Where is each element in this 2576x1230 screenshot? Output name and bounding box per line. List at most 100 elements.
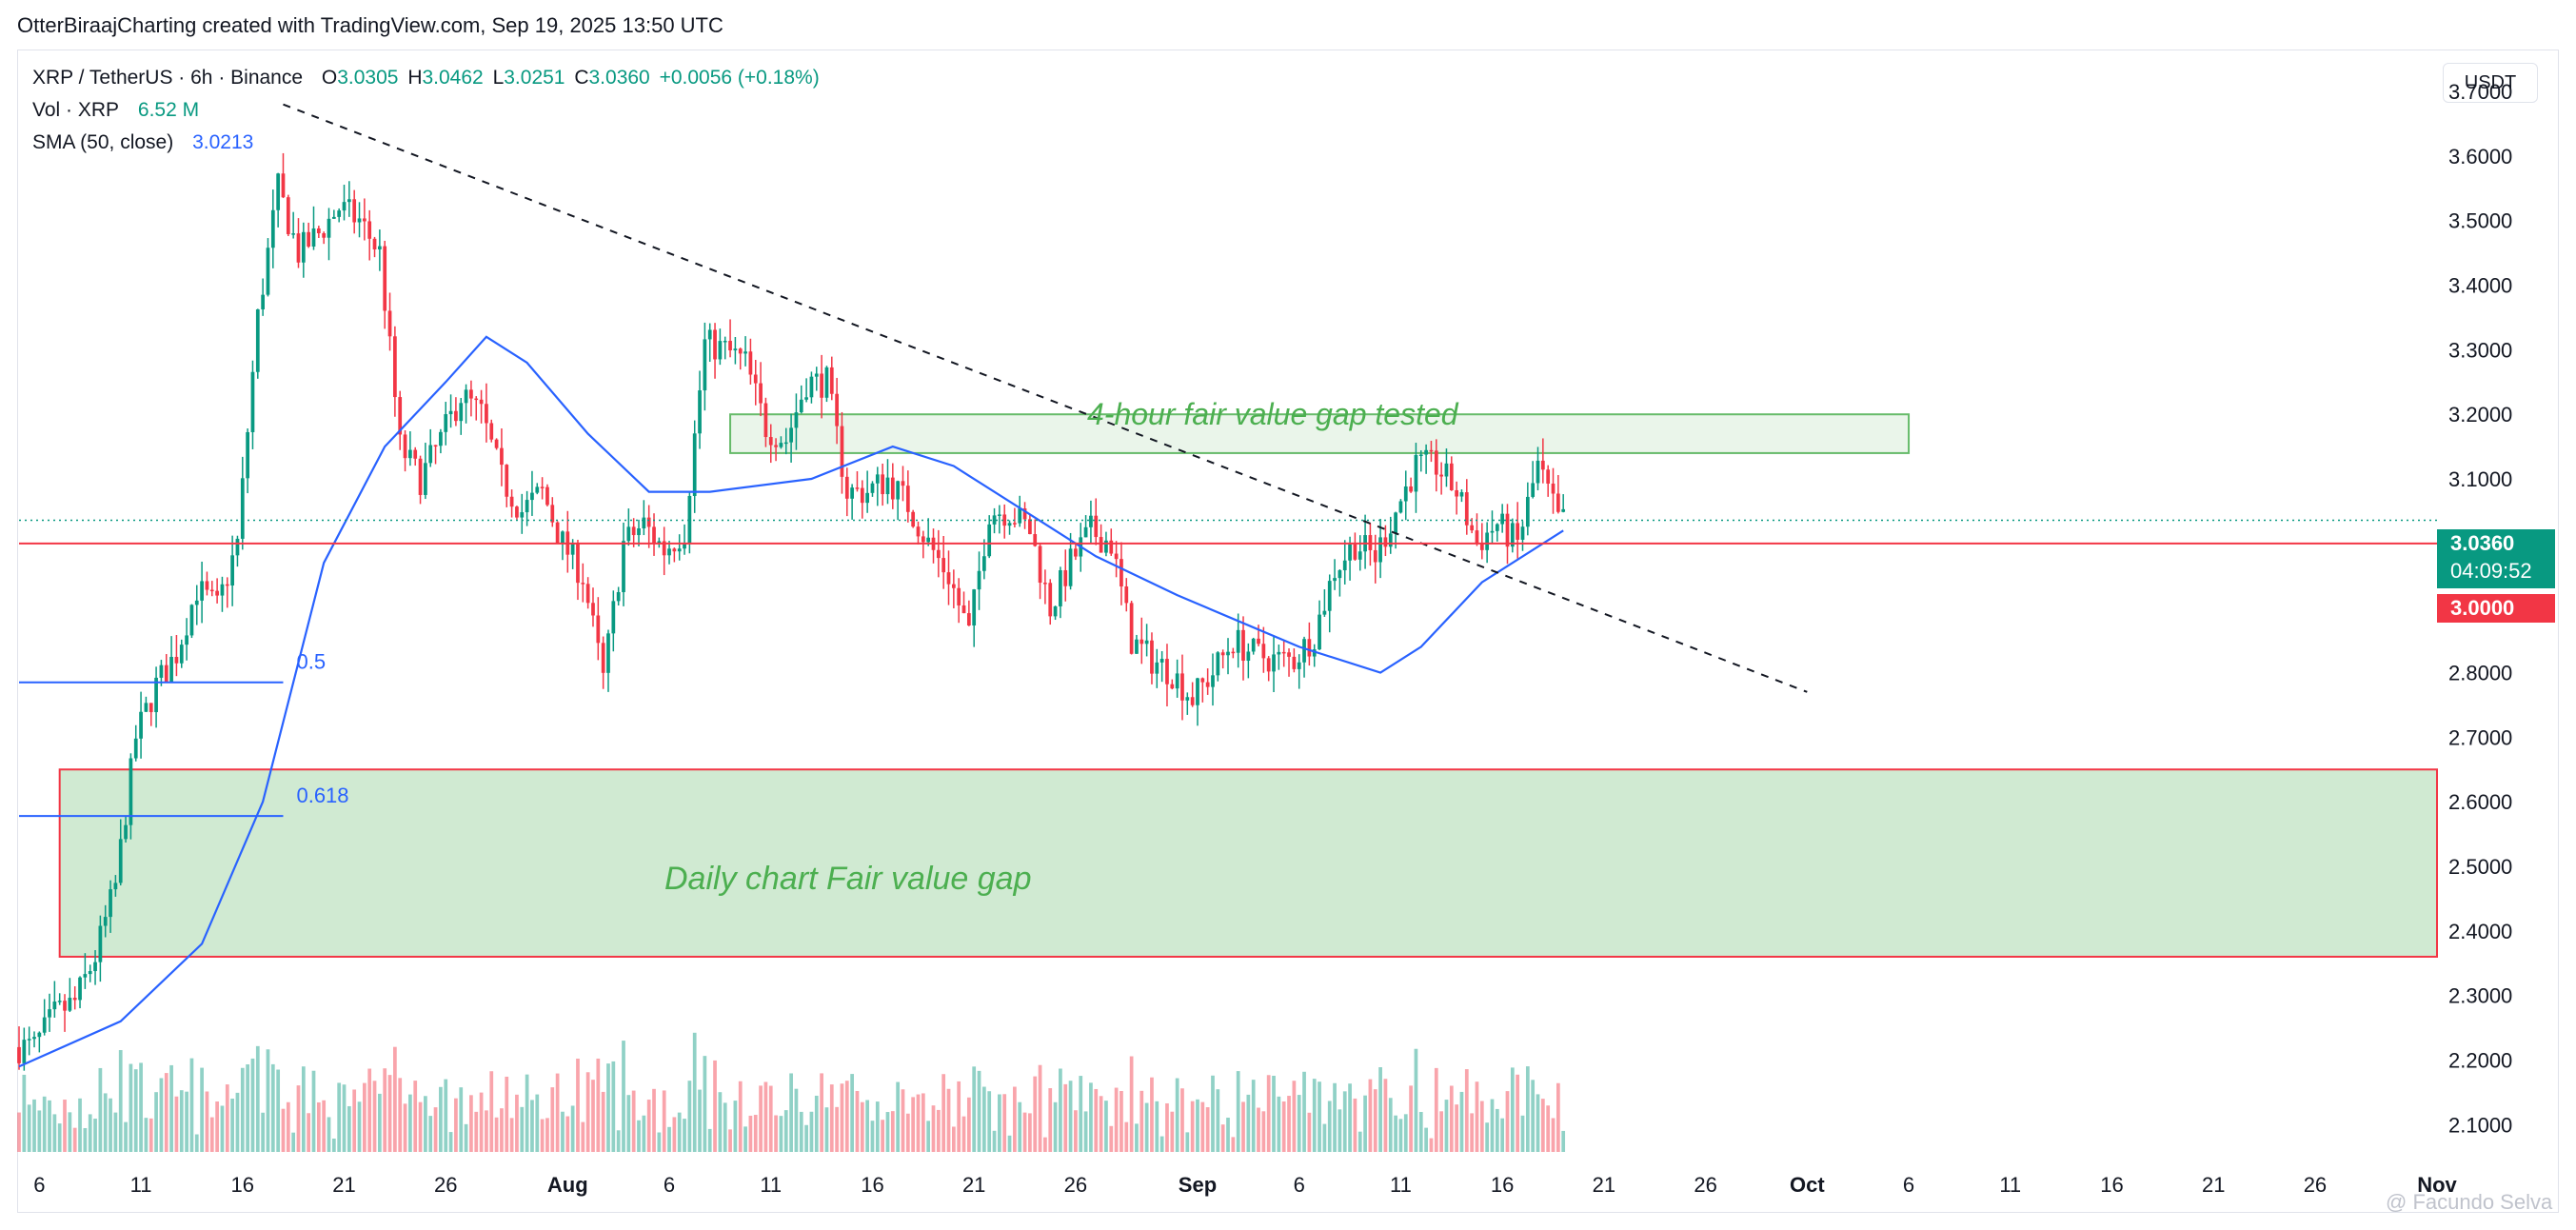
- volume-bar: [159, 1078, 164, 1152]
- volume-bar: [154, 1092, 158, 1152]
- volume-bar: [1155, 1101, 1159, 1152]
- currency-selector[interactable]: USDT: [2443, 63, 2538, 103]
- descending-trendline: [283, 103, 1808, 693]
- candle-body: [576, 544, 580, 584]
- candle-body: [885, 477, 890, 495]
- price-tick-label: 2.3000: [2448, 984, 2512, 1008]
- candle-body: [362, 218, 367, 222]
- volume-bar: [200, 1067, 204, 1152]
- volume-bar: [881, 1120, 885, 1152]
- candle-body: [728, 341, 732, 351]
- volume-bar: [408, 1094, 412, 1152]
- volume-bar: [469, 1095, 473, 1152]
- zones-layer: [58, 413, 2439, 958]
- volume-bar: [1074, 1110, 1078, 1152]
- volume-bar: [1342, 1091, 1347, 1152]
- candle-body: [1053, 605, 1058, 617]
- volume-bar: [174, 1096, 179, 1152]
- volume-bar: [1479, 1101, 1484, 1152]
- volume-bar: [331, 1138, 336, 1152]
- candle-body: [743, 351, 747, 354]
- candle-body: [469, 389, 473, 399]
- sma-label[interactable]: SMA (50, close): [32, 131, 174, 153]
- volume-bar: [707, 1128, 712, 1152]
- volume-bar: [783, 1110, 788, 1152]
- volume-bar: [921, 1093, 925, 1152]
- volume-bar: [1414, 1048, 1418, 1152]
- candle-body: [1205, 682, 1210, 687]
- candle-body: [88, 971, 92, 975]
- symbol-label[interactable]: XRP / TetherUS · 6h · Binance: [32, 67, 304, 89]
- volume-bar: [230, 1099, 234, 1152]
- volume-bar: [820, 1073, 823, 1152]
- candle-body: [367, 221, 372, 239]
- volume-bar: [352, 1089, 357, 1152]
- candle-body: [291, 233, 296, 235]
- volume-bar: [1444, 1100, 1449, 1152]
- volume-bar: [27, 1104, 31, 1152]
- volume-bar: [1322, 1123, 1327, 1152]
- volume-bar: [454, 1098, 458, 1152]
- volume-bar: [93, 1119, 97, 1152]
- candle-body: [1373, 549, 1377, 563]
- price-tick-label: 3.7000: [2448, 80, 2512, 104]
- volume-bar: [255, 1045, 260, 1152]
- volume-bar: [418, 1101, 423, 1152]
- volume-bar: [1190, 1101, 1195, 1152]
- candle-body: [1500, 513, 1505, 525]
- volume-bar: [1409, 1085, 1413, 1152]
- candle-body: [342, 202, 347, 211]
- candle-body: [977, 570, 981, 590]
- low-label: L: [492, 67, 505, 89]
- time-tick-label: Aug: [547, 1173, 588, 1197]
- candle-body: [545, 486, 549, 506]
- candle-body: [352, 199, 357, 223]
- volume-bar: [1363, 1095, 1367, 1152]
- high-label: H: [407, 67, 423, 89]
- price-tick-label: 2.2000: [2448, 1048, 2512, 1072]
- volume-bar: [530, 1100, 534, 1152]
- volume-label[interactable]: Vol · XRP: [32, 99, 120, 121]
- time-tick-label: 11: [130, 1173, 152, 1197]
- volume-bar: [485, 1110, 488, 1152]
- candle-body: [1104, 540, 1108, 553]
- candle-body: [413, 449, 418, 459]
- candle-body: [403, 434, 407, 459]
- time-tick-label: 26: [1064, 1173, 1087, 1197]
- candle-body: [276, 173, 281, 210]
- volume-bar: [1094, 1088, 1099, 1152]
- candle-body: [783, 442, 788, 445]
- time-tick-label: 11: [1390, 1173, 1412, 1197]
- candle-body: [509, 496, 514, 507]
- current-price-value: 3.0360: [2450, 531, 2515, 555]
- volume-bar: [246, 1064, 249, 1152]
- candle-body: [246, 431, 249, 479]
- candle-body: [1479, 543, 1484, 550]
- volume-bar: [139, 1062, 143, 1152]
- candle-body: [1083, 526, 1088, 538]
- volume-bar: [383, 1068, 387, 1152]
- volume-bar: [768, 1085, 773, 1152]
- price-tick-label: 2.8000: [2448, 662, 2512, 685]
- price-tick-label: 2.5000: [2448, 855, 2512, 879]
- volume-bar: [1129, 1056, 1134, 1152]
- candle-body: [616, 591, 621, 602]
- candle-body: [561, 531, 565, 544]
- price-tick-label: 2.7000: [2448, 725, 2512, 749]
- candle-body: [799, 399, 803, 413]
- volume-bar: [1241, 1101, 1245, 1152]
- volume-bar: [48, 1100, 51, 1152]
- volume-bar: [1348, 1083, 1352, 1152]
- candle-body: [646, 517, 651, 527]
- candle-body: [1485, 532, 1490, 550]
- volume-bar: [387, 1075, 392, 1152]
- candle-body: [896, 481, 901, 500]
- candle-body: [687, 495, 692, 544]
- candle-body: [1556, 493, 1560, 512]
- volume-bar: [1104, 1101, 1108, 1152]
- candle-body: [941, 558, 946, 573]
- volume-bar: [1231, 1137, 1236, 1152]
- candle-body: [98, 925, 103, 962]
- volume-bar: [1043, 1137, 1047, 1152]
